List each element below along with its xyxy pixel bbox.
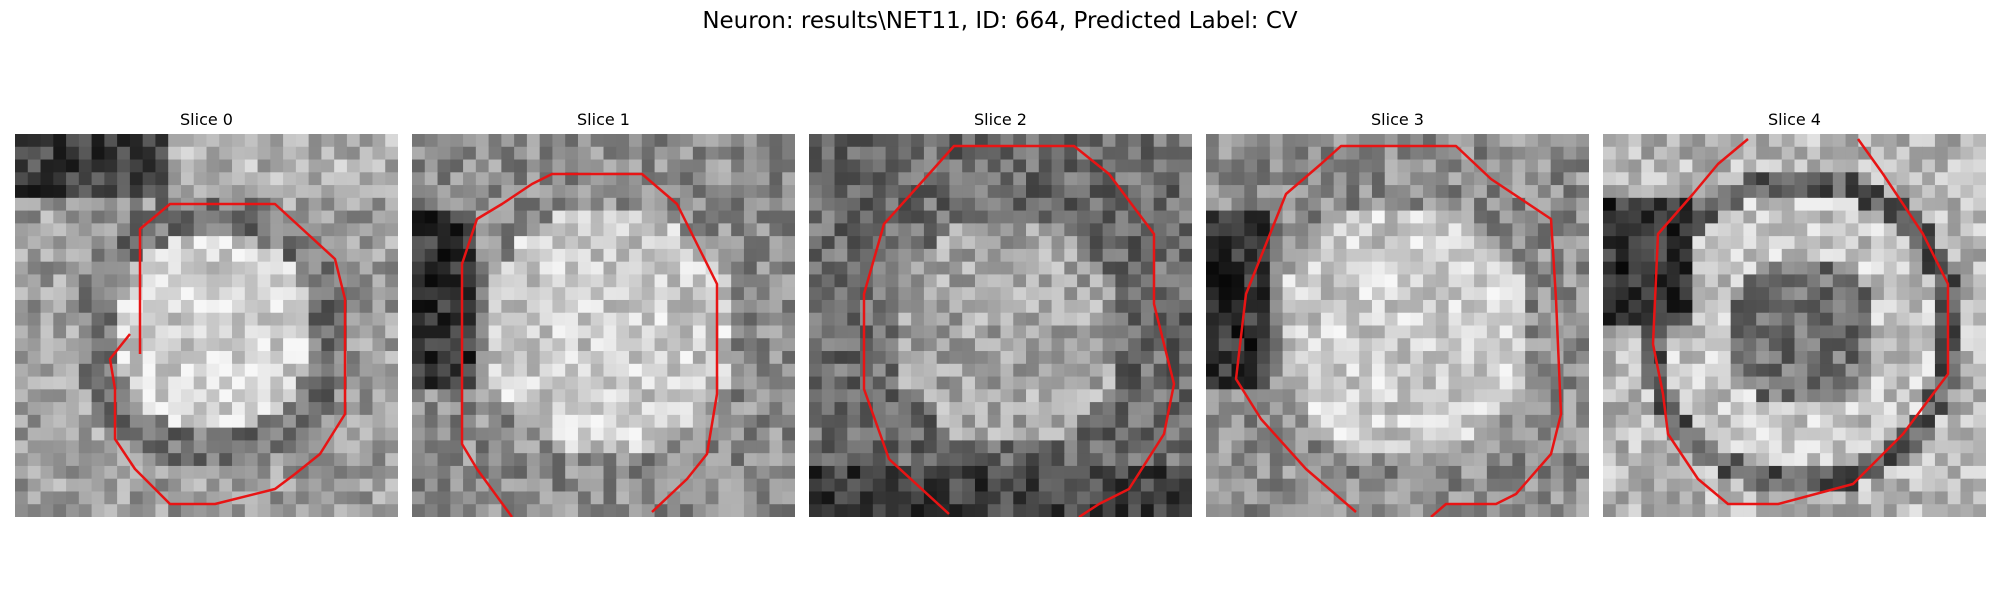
pixel-grid	[15, 134, 398, 517]
panel-title: Slice 0	[180, 110, 233, 129]
slice-image	[412, 134, 795, 517]
slice-image	[1206, 134, 1589, 517]
segmentation-contour	[460, 172, 719, 517]
pixel-grid	[1206, 134, 1589, 517]
slice-svg	[1603, 134, 1986, 517]
segmentation-contour	[862, 144, 1176, 517]
figure-title: Neuron: results\NET11, ID: 664, Predicte…	[702, 8, 1298, 34]
slice-svg	[809, 134, 1192, 517]
segmentation-contour	[108, 202, 347, 506]
pixel-grid	[809, 134, 1192, 517]
panel-title: Slice 2	[974, 110, 1027, 129]
slice-svg	[412, 134, 795, 517]
slice-image	[15, 134, 398, 517]
slice-svg	[1206, 134, 1589, 517]
slice-image	[809, 134, 1192, 517]
pixel-grid	[1603, 134, 1986, 517]
panel-title: Slice 4	[1768, 110, 1821, 129]
pixel-grid	[412, 134, 795, 517]
segmentation-contour	[1651, 138, 1950, 506]
panel-title: Slice 1	[577, 110, 630, 129]
panel-title: Slice 3	[1371, 110, 1424, 129]
slice-image	[1603, 134, 1986, 517]
slice-svg	[15, 134, 398, 517]
segmentation-contour	[1234, 144, 1563, 517]
